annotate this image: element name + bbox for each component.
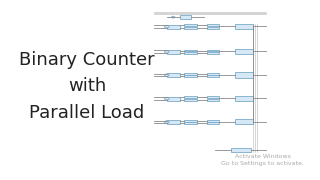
FancyBboxPatch shape [184,122,197,124]
FancyBboxPatch shape [184,75,197,77]
FancyBboxPatch shape [207,120,220,122]
FancyBboxPatch shape [207,50,220,51]
FancyBboxPatch shape [184,120,197,122]
Circle shape [164,74,169,76]
FancyBboxPatch shape [184,27,197,29]
FancyBboxPatch shape [167,24,180,29]
FancyBboxPatch shape [236,119,253,124]
FancyBboxPatch shape [207,75,220,77]
FancyBboxPatch shape [167,50,180,54]
FancyBboxPatch shape [167,120,180,124]
FancyBboxPatch shape [236,72,253,78]
FancyBboxPatch shape [167,73,180,77]
FancyBboxPatch shape [231,148,252,152]
FancyBboxPatch shape [236,49,253,54]
FancyBboxPatch shape [207,24,220,26]
FancyBboxPatch shape [207,99,220,101]
FancyBboxPatch shape [184,24,197,26]
FancyBboxPatch shape [167,96,180,101]
Text: Activate Windows
Go to Settings to activate.: Activate Windows Go to Settings to activ… [221,154,304,166]
FancyBboxPatch shape [184,73,197,75]
FancyBboxPatch shape [207,73,220,75]
FancyBboxPatch shape [184,52,197,54]
FancyBboxPatch shape [180,15,191,19]
FancyBboxPatch shape [184,96,197,98]
Text: Binary Counter
with
Parallel Load: Binary Counter with Parallel Load [19,51,155,122]
FancyBboxPatch shape [207,122,220,124]
FancyBboxPatch shape [184,50,197,51]
Circle shape [164,97,169,100]
Circle shape [172,16,175,18]
FancyBboxPatch shape [184,99,197,101]
FancyBboxPatch shape [207,96,220,98]
Circle shape [164,51,169,53]
FancyBboxPatch shape [207,52,220,54]
FancyBboxPatch shape [207,27,220,29]
Circle shape [164,25,169,28]
Circle shape [164,121,169,123]
FancyBboxPatch shape [236,24,253,29]
FancyBboxPatch shape [236,96,253,101]
